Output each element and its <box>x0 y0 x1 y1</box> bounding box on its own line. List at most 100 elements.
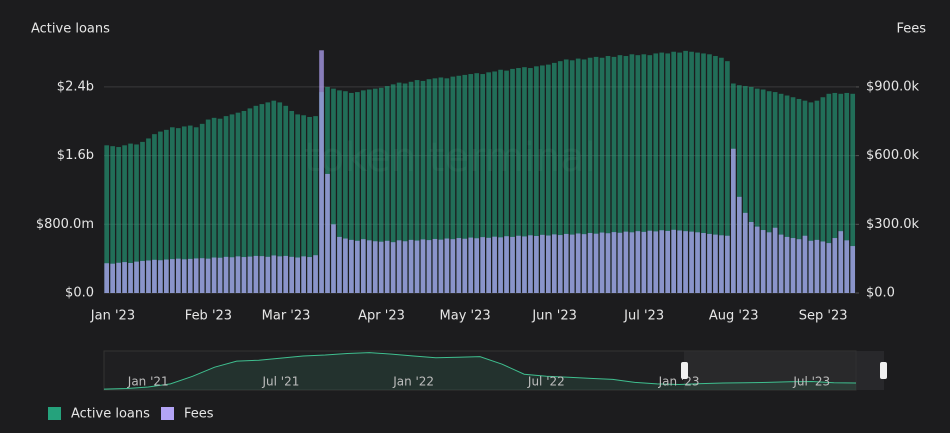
bar <box>474 238 480 293</box>
bar <box>146 138 151 293</box>
navigator-label: Jan '21 <box>127 375 169 389</box>
bar <box>766 232 772 293</box>
bar <box>349 92 354 293</box>
bar <box>844 240 850 293</box>
bar <box>104 145 110 293</box>
bar <box>796 239 802 293</box>
bar <box>229 114 235 294</box>
x-tick-label: Sep '23 <box>799 309 848 324</box>
bar <box>217 257 223 293</box>
navigator-label: Jul '21 <box>262 375 300 389</box>
bar <box>331 88 336 293</box>
bar <box>653 53 659 294</box>
bar <box>611 56 617 294</box>
bar <box>158 131 163 293</box>
bar <box>826 93 832 293</box>
bar <box>850 93 856 293</box>
bar <box>647 55 653 294</box>
bar <box>742 212 748 293</box>
bar <box>259 104 265 293</box>
bar <box>307 116 312 293</box>
bar <box>587 233 593 293</box>
bar <box>748 222 754 293</box>
bar <box>331 224 336 293</box>
bar <box>707 233 712 293</box>
bar <box>265 256 271 293</box>
bar <box>808 240 814 293</box>
bar <box>551 234 557 293</box>
bar <box>456 75 462 293</box>
bar <box>211 257 217 293</box>
y-tick-label: $800.0m <box>36 217 94 232</box>
bar <box>259 256 265 293</box>
bar <box>659 230 665 293</box>
bar <box>695 232 700 293</box>
bar <box>229 257 235 293</box>
bar <box>366 89 372 293</box>
bar <box>116 147 121 293</box>
bar <box>695 52 700 293</box>
bar <box>635 55 641 294</box>
bar <box>534 66 539 294</box>
bar <box>641 231 647 293</box>
bar <box>689 231 694 293</box>
bar <box>683 231 688 293</box>
bar <box>617 55 623 294</box>
bar <box>164 129 169 293</box>
bar <box>814 100 820 293</box>
x-tick-label: Apr '23 <box>358 309 405 324</box>
bar <box>134 261 139 293</box>
navigator-handle[interactable] <box>681 362 688 379</box>
bar <box>504 236 509 293</box>
legend-label[interactable]: Fees <box>184 407 214 422</box>
bar <box>116 262 121 293</box>
bar <box>605 56 611 293</box>
navigator-handle[interactable] <box>880 362 887 379</box>
bar <box>748 86 754 294</box>
bar <box>707 54 712 293</box>
x-tick-label: Jun '23 <box>531 309 577 324</box>
bar <box>623 231 629 293</box>
bar <box>826 243 832 293</box>
bar <box>122 262 127 293</box>
bar <box>516 235 521 293</box>
legend-label[interactable]: Active loans <box>71 407 150 422</box>
bar <box>510 236 515 293</box>
bar <box>844 92 850 293</box>
bar <box>742 86 748 293</box>
bar <box>355 92 360 293</box>
bar <box>820 241 826 293</box>
bar <box>128 263 133 293</box>
bar <box>563 233 569 293</box>
y-tick-label: $2.4b <box>57 79 94 94</box>
y-tick-label: $0.0 <box>65 286 94 301</box>
x-tick-label: Mar '23 <box>262 309 311 324</box>
bar <box>450 76 456 293</box>
bar <box>569 60 575 293</box>
bar <box>271 100 277 293</box>
bar <box>498 237 503 293</box>
x-tick-label: Feb '23 <box>185 309 232 324</box>
bar <box>319 50 324 293</box>
bar <box>599 232 605 293</box>
bar <box>283 105 289 294</box>
bar <box>170 127 175 293</box>
bar <box>390 242 396 293</box>
bar <box>337 90 342 294</box>
navigator-label: Jul '23 <box>792 375 830 389</box>
bar <box>772 92 778 293</box>
bar <box>217 118 223 293</box>
bar <box>247 256 253 293</box>
bar <box>140 141 145 293</box>
bar <box>617 232 623 293</box>
bar <box>677 230 682 293</box>
bar <box>719 235 724 293</box>
bar <box>587 57 593 293</box>
bar <box>832 238 838 293</box>
navigator-label: Jan '22 <box>392 375 434 389</box>
bar <box>486 72 491 294</box>
bar <box>426 240 432 293</box>
bar <box>158 260 163 293</box>
bar <box>581 59 587 294</box>
bar <box>223 256 229 293</box>
